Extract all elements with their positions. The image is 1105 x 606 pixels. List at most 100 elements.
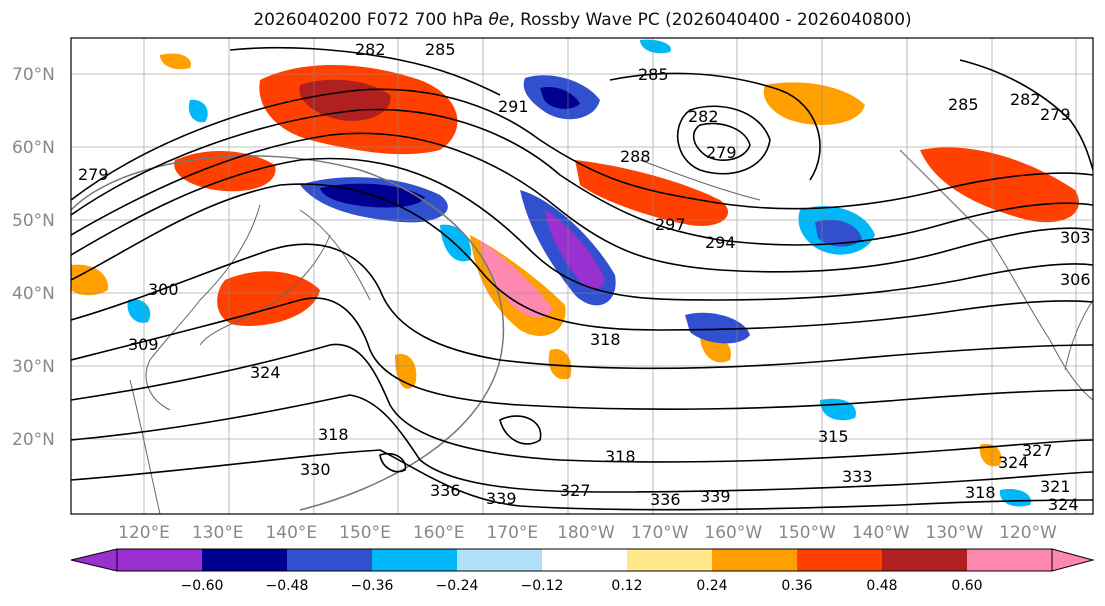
anomaly-blob [763, 82, 865, 125]
colorbar-segment [202, 549, 287, 571]
lon-label: 160°W [704, 523, 762, 543]
lon-label: 150°E [339, 523, 391, 543]
colorbar-segment [287, 549, 372, 571]
contour-label: 285 [948, 95, 979, 114]
anomaly-blob [999, 489, 1031, 507]
contour-label: 282 [688, 107, 719, 126]
lon-label: 120°W [999, 523, 1057, 543]
contour-label: 333 [842, 467, 873, 486]
colorbar-segment [967, 549, 1052, 571]
contour-label: 297 [655, 215, 686, 234]
lat-label: 30°N [12, 357, 55, 377]
colorbar-segment [712, 549, 797, 571]
colorbar-tick-label: 0.48 [866, 578, 897, 594]
latitude-axis: 70°N 60°N 50°N 40°N 30°N 20°N [12, 65, 55, 450]
colorbar-tick-label: −0.60 [181, 578, 224, 594]
title-suffix: , Rossby Wave PC (2026040400 - 202604080… [509, 10, 912, 30]
contour-labels: 285 282 291 285 282 279 288 297 294 285 … [78, 40, 1091, 514]
colorbar-tick-label: −0.36 [351, 578, 394, 594]
anomaly-blob [160, 53, 191, 70]
contour-label: 336 [650, 490, 681, 509]
contour-label: 315 [818, 427, 849, 446]
contour-label: 285 [425, 40, 456, 59]
contour-line [71, 243, 1093, 370]
coastline [129, 379, 161, 514]
contour-line [71, 449, 1093, 511]
anomaly-blob [174, 150, 276, 192]
coastline [639, 159, 761, 201]
lon-label: 130°E [192, 523, 244, 543]
coastline [1064, 299, 1093, 371]
contour-line [499, 415, 542, 445]
contour-line [692, 122, 751, 161]
anomaly-blob [815, 219, 862, 247]
contour-line [959, 59, 1093, 171]
colorbar-tick-label: 0.36 [781, 578, 812, 594]
lon-label: 140°E [265, 523, 317, 543]
plot-border [70, 37, 1094, 515]
colorbar-tick-label: −0.48 [266, 578, 309, 594]
colorbar-frame [116, 548, 1053, 572]
colorbar: −0.60 −0.48 −0.36 −0.24 −0.12 0.12 0.24 … [70, 548, 1095, 594]
contour-line [229, 46, 501, 96]
contour-label: 318 [318, 425, 349, 444]
contour-label: 318 [965, 483, 996, 502]
contour-line [71, 394, 1093, 493]
contour-label: 318 [605, 447, 636, 466]
anomaly-blob [480, 240, 552, 318]
lat-label: 60°N [12, 138, 55, 158]
theta-e-symbol: θe [488, 10, 510, 30]
contour-label: 339 [486, 489, 517, 508]
colorbar-segment [457, 549, 542, 571]
colorbar-tick-label: −0.24 [436, 578, 479, 594]
contour-line [71, 157, 1093, 301]
lat-label: 40°N [12, 284, 55, 304]
contour-line [71, 183, 1093, 331]
colorbar-segment [882, 549, 967, 571]
contour-label: 318 [590, 330, 621, 349]
contour-label: 300 [148, 280, 179, 299]
contour-line [609, 72, 821, 181]
colorbar-segment [797, 549, 882, 571]
anomaly-blob [545, 210, 605, 290]
contour-label: 279 [706, 143, 737, 162]
anomaly-blob [979, 443, 1002, 467]
contour-line [71, 132, 1093, 273]
anomaly-blob [920, 147, 1079, 223]
lon-label: 140°W [852, 523, 910, 543]
lon-label: 180°W [557, 523, 615, 543]
anomaly-blob [548, 349, 572, 380]
colorbar-segment [117, 549, 202, 571]
anomaly-blob [540, 86, 580, 109]
great-circle-arc [71, 155, 505, 511]
contour-label: 285 [638, 65, 669, 84]
contour-label: 324 [250, 363, 281, 382]
anomaly-blob [640, 39, 671, 54]
contour-label: 282 [1010, 90, 1041, 109]
colorbar-segment [542, 549, 627, 571]
contour-label: 336 [430, 481, 461, 500]
positive-anomaly-shading [71, 53, 1079, 467]
contour-label: 339 [700, 487, 731, 506]
colorbar-tick-label: 0.60 [951, 578, 982, 594]
anomaly-blob [127, 299, 151, 323]
colorbar-segment [372, 549, 457, 571]
anomaly-blob [685, 312, 750, 344]
contour-line [71, 297, 1093, 410]
contour-label: 327 [560, 481, 591, 500]
map-title: 2026040200 F072 700 hPa θe, Rossby Wave … [0, 10, 1105, 30]
contour-label: 321 [1040, 477, 1071, 496]
contour-line [676, 105, 771, 175]
colorbar-tick-label: −0.12 [521, 578, 564, 594]
lon-label: 170°W [631, 523, 689, 543]
lon-label: 120°E [118, 523, 170, 543]
colorbar-tick-label: 0.12 [611, 578, 642, 594]
contour-label: 330 [300, 460, 331, 479]
contour-line [71, 88, 1093, 210]
lat-label: 20°N [12, 430, 55, 450]
colorbar-extend-min [70, 548, 118, 572]
contour-label: 303 [1060, 228, 1091, 247]
contour-line [379, 452, 407, 473]
title-prefix: 2026040200 F072 700 hPa [253, 10, 489, 30]
